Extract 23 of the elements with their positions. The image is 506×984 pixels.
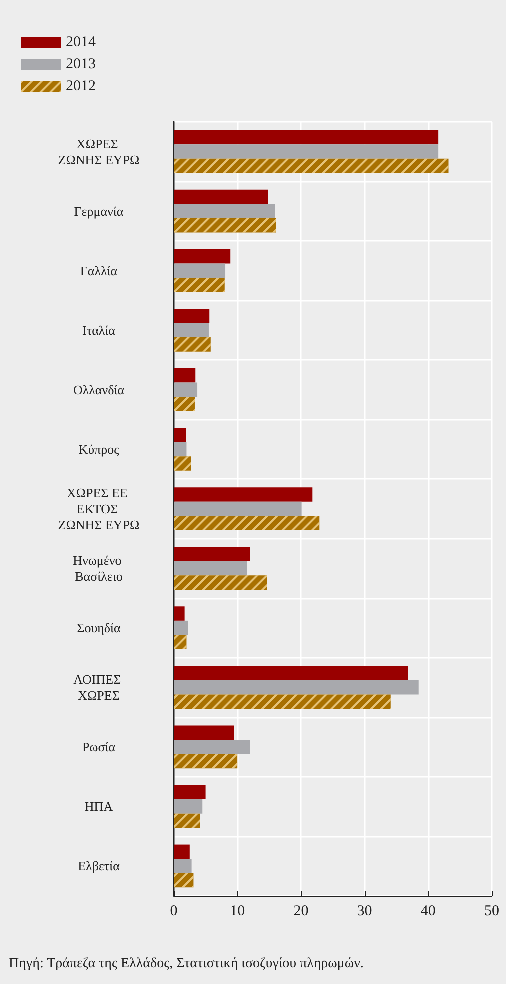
y-tick-label: Γαλλία bbox=[80, 263, 118, 278]
legend-label: 2014 bbox=[66, 34, 96, 50]
x-tick-label: 0 bbox=[170, 904, 178, 920]
x-tick-label: 40 bbox=[420, 904, 436, 920]
y-tick-label: Ιταλία bbox=[82, 322, 116, 338]
x-tick-label: 10 bbox=[230, 904, 246, 920]
legend-label: 2012 bbox=[66, 78, 96, 94]
y-tick-label: Ρωσία bbox=[82, 740, 116, 755]
y-tick-label: ΛΟΙΠΕΣ ΧΩΡΕΣ bbox=[74, 672, 124, 704]
x-tick-label: 50 bbox=[484, 904, 500, 920]
text: Πηγή: Τράπεζα της Ελλάδος, Στατιστική ισοζυγίου πληρωμών. bbox=[9, 956, 364, 972]
y-tick-label: ΗΠΑ bbox=[84, 799, 114, 814]
x-tick-label: 30 bbox=[357, 904, 372, 920]
y-tick-label: Ηνωμένο Βασίλειο bbox=[73, 553, 125, 584]
y-tick-label: Κύπρος bbox=[78, 442, 120, 457]
y-tick-label: ΧΩΡΕΣ ΖΩΝΗΣ ΕΥΡΩ bbox=[58, 136, 140, 168]
y-tick-label: Σουηδία bbox=[77, 620, 122, 636]
legend-label: 2013 bbox=[66, 56, 96, 72]
y-tick-label: ΧΩΡΕΣ ΕΕ ΕΚΤΟΣ ΖΩΝΗΣ ΕΥΡΩ bbox=[58, 486, 140, 532]
y-tick-label: Ελβετία bbox=[78, 858, 120, 874]
y-tick-label: Γερμανία bbox=[74, 204, 124, 219]
x-tick-label: 20 bbox=[294, 904, 309, 920]
y-tick-label: Ολλανδία bbox=[73, 382, 125, 398]
